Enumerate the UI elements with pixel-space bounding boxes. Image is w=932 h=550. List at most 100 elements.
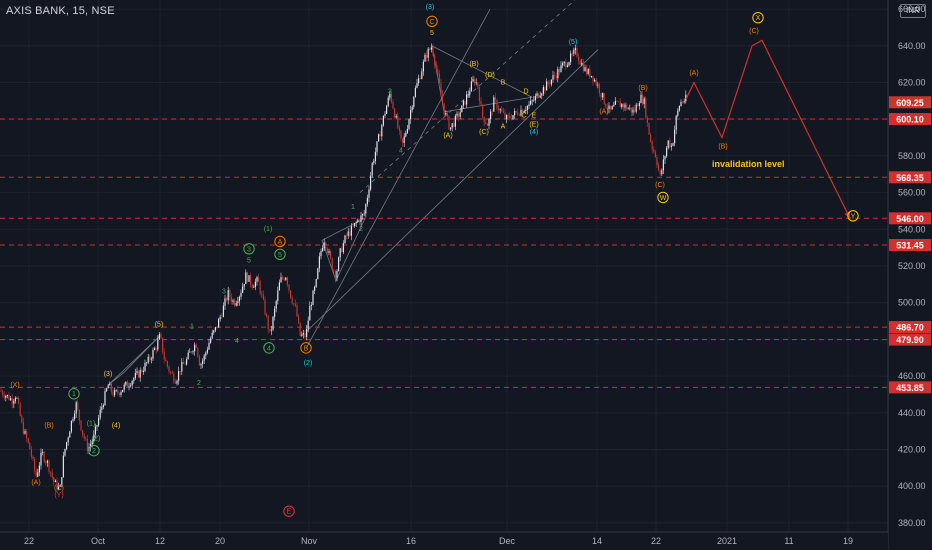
wave-label: (D): [485, 72, 495, 79]
candle-body: [614, 100, 616, 105]
candle-body: [222, 305, 224, 317]
level-badge: [889, 238, 931, 251]
horizontal-levels: [0, 118, 888, 388]
candle-body: [85, 438, 87, 439]
wave-label: C: [429, 19, 434, 26]
wave-label: 4: [235, 338, 239, 345]
candle-body: [66, 442, 68, 449]
candle-body: [627, 108, 629, 110]
candle-body: [198, 356, 200, 366]
candle-body: [26, 431, 28, 439]
candle-body: [626, 104, 628, 110]
wave-label: 4: [399, 147, 403, 154]
wave-label: A: [501, 123, 506, 130]
grid: [0, 0, 888, 532]
time-tick-label: 22: [24, 536, 34, 546]
candle-body: [83, 434, 85, 439]
candle-body: [293, 303, 295, 304]
candle-body: [496, 99, 498, 109]
wave-label-circle: [68, 388, 80, 400]
candle-body: [253, 286, 255, 288]
price-tick-label: 640.00: [898, 41, 926, 51]
candle-body: [195, 344, 197, 348]
channel-line: [359, 0, 576, 193]
candle-body: [478, 87, 480, 101]
candle-body: [176, 380, 178, 384]
wave-label: Y: [851, 213, 856, 220]
candle-body: [342, 243, 344, 253]
candle-body: [128, 385, 130, 387]
candle-body: [576, 48, 578, 57]
candle-body: [235, 303, 237, 306]
candle-body: [18, 398, 20, 404]
candle-body: [675, 115, 677, 130]
level-badge-label: 486.70: [896, 323, 924, 333]
candle-body: [379, 134, 381, 137]
wave-label: (C): [479, 129, 489, 136]
candle-body: [549, 83, 551, 85]
time-tick-label: 12: [155, 536, 165, 546]
candle-body: [462, 100, 464, 106]
time-axis[interactable]: 22 Oct 12 20 Nov 16 Dec 14 22 2021 11 19: [0, 531, 888, 550]
candle-body: [152, 349, 154, 359]
wave-label-circle: [300, 342, 312, 354]
candle-body: [322, 247, 324, 252]
candle-body: [133, 378, 135, 381]
candle-body: [378, 134, 380, 142]
candle-body: [110, 383, 112, 392]
candle-body: [360, 215, 362, 223]
candle-body: [118, 392, 120, 395]
candle-body: [238, 296, 240, 302]
level-badge: [889, 212, 931, 225]
candle-body: [451, 123, 453, 128]
wave-label: invalidation level: [712, 159, 785, 169]
candle-body: [21, 415, 23, 423]
wave-label: 2: [92, 448, 96, 455]
candle-body: [126, 381, 128, 387]
candle-body: [211, 332, 213, 339]
candle-body: [581, 62, 583, 65]
candle-body: [515, 110, 517, 113]
candle-body: [507, 115, 509, 116]
candle-body: [458, 113, 460, 117]
candle-body: [24, 431, 26, 434]
candle-body: [358, 219, 360, 223]
candle-body: [411, 106, 413, 111]
candle-body: [654, 151, 656, 158]
candle-body: [661, 170, 663, 175]
candle-body: [37, 472, 39, 477]
candle-body: [187, 352, 189, 359]
wave-label: W: [660, 195, 667, 202]
candle-body: [421, 71, 423, 79]
candle-body: [530, 100, 532, 105]
candle-body: [123, 384, 125, 390]
price-tick-label: 500.00: [898, 298, 926, 308]
candle-body: [491, 111, 493, 113]
candle-body: [619, 101, 621, 108]
candle-body: [466, 94, 468, 105]
candle-body: [90, 444, 92, 448]
candle-body: [277, 290, 279, 302]
candle-body: [72, 419, 74, 421]
candle-body: [10, 398, 12, 401]
currency-badge[interactable]: INR: [900, 4, 926, 18]
wave-label: (B): [638, 85, 647, 92]
candle-body: [245, 272, 247, 285]
triangle-pattern: [107, 335, 161, 386]
candle-body: [630, 107, 632, 113]
candle-body: [653, 149, 655, 152]
candle-body: [78, 409, 80, 421]
candle-body: [325, 242, 327, 249]
candle-body: [96, 425, 98, 427]
candle-body: [283, 278, 285, 281]
candle-body: [504, 112, 506, 119]
candle-body: [640, 94, 642, 104]
candle-body: [275, 301, 277, 309]
candle-body: [430, 47, 432, 50]
price-axis[interactable]: 380.00 400.00 420.00 440.00 460.00 500.00 520.…: [887, 0, 932, 550]
candle-body: [494, 97, 496, 100]
level-badge: [889, 171, 931, 184]
candle-body: [35, 470, 37, 477]
